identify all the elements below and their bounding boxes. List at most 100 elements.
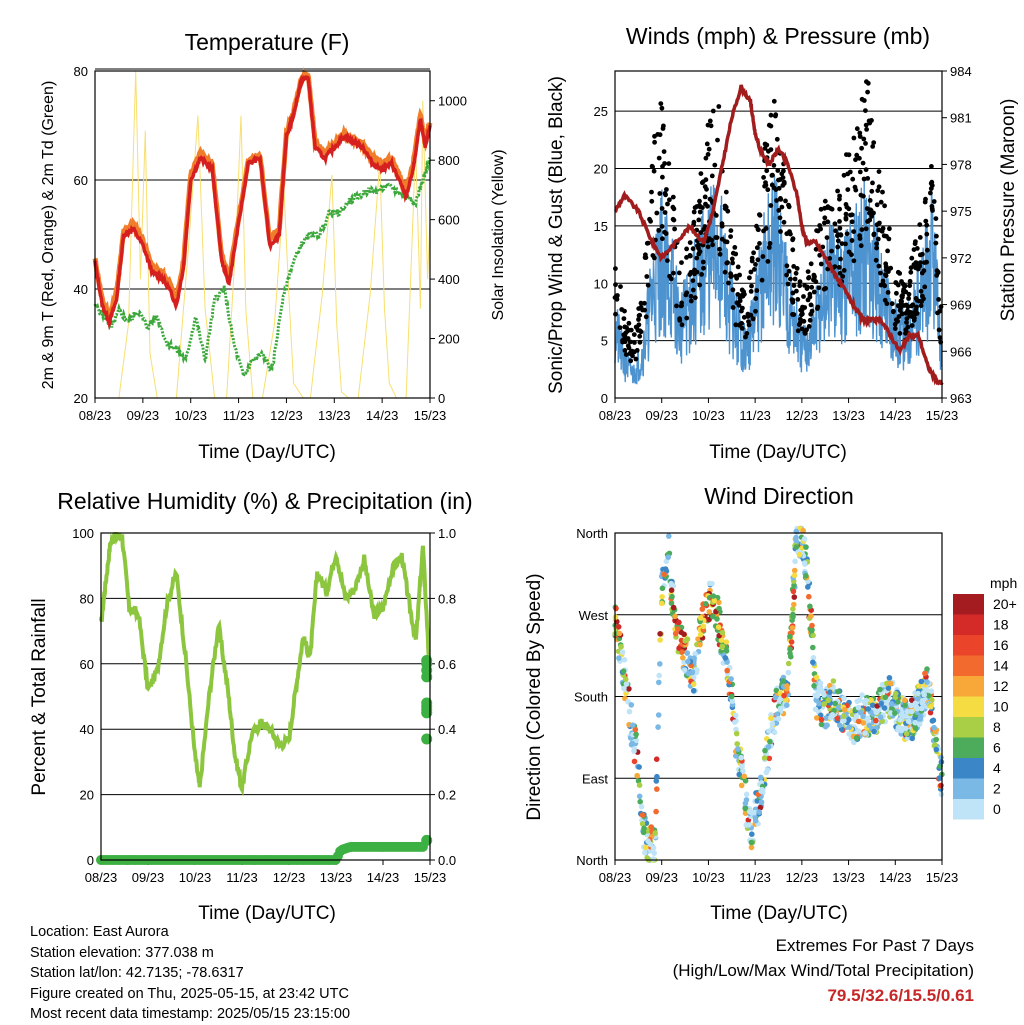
direction-point (933, 746, 940, 753)
direction-point (758, 774, 764, 781)
gust-point (714, 235, 720, 241)
gust-point (910, 310, 916, 316)
gust-point (737, 272, 742, 278)
direction-point (841, 707, 848, 713)
gust-point (701, 265, 706, 271)
legend-swatch (953, 614, 984, 635)
direction-point (827, 689, 833, 695)
gust-point (783, 198, 788, 204)
direction-ytick-label: East (582, 771, 608, 786)
direction-point (670, 604, 677, 611)
gust-point (839, 241, 845, 247)
winds-xtick-label: 09/23 (645, 408, 678, 423)
gust-point (704, 186, 709, 192)
winds-xtick-label: 11/23 (739, 408, 771, 423)
direction-point (801, 536, 808, 542)
gust-point (753, 262, 758, 267)
legend-swatch (953, 635, 984, 656)
direction-point (672, 613, 678, 620)
gust-point (766, 245, 772, 250)
gust-point (864, 126, 869, 132)
gust-point (757, 241, 762, 246)
direction-point (636, 793, 643, 800)
gust-point (715, 137, 720, 143)
direction-point (928, 688, 935, 694)
temperature-y2tick-label: 600 (438, 213, 460, 228)
gust-point (818, 261, 824, 267)
gust-point (824, 235, 830, 241)
gust-point (624, 325, 629, 330)
winds-y2tick-label: 972 (950, 251, 972, 266)
humidity-xtick-label: 12/23 (273, 870, 306, 885)
gust-point (804, 327, 809, 333)
gust-point (795, 328, 801, 334)
direction-point (710, 613, 716, 620)
direction-point (749, 831, 755, 837)
gust-point (917, 222, 923, 228)
direction-point (791, 582, 797, 588)
gust-point (801, 294, 806, 299)
gust-point (854, 126, 860, 132)
gust-point (886, 236, 892, 242)
direction-point (766, 755, 773, 762)
gust-point (896, 314, 902, 319)
gust-point (854, 152, 860, 158)
gust-point (857, 130, 863, 136)
direction-point (871, 728, 877, 735)
direction-point (681, 667, 688, 673)
direction-point (933, 736, 939, 743)
gust-point (846, 206, 852, 212)
direction-point (835, 688, 841, 695)
direction-point (619, 649, 626, 655)
direction-point (813, 674, 820, 681)
gust-point (626, 320, 632, 326)
gust-point (730, 260, 735, 266)
gust-point (895, 269, 901, 275)
gust-point (857, 169, 863, 175)
gust-point (749, 283, 754, 289)
gust-point (688, 298, 694, 304)
temperature-xtick-label: 09/23 (127, 408, 160, 423)
direction-ylabel-left: Direction (Colored By Speed) (524, 573, 545, 820)
direction-point (909, 697, 915, 703)
legend-label: 18 (993, 617, 1009, 633)
gust-point (697, 209, 703, 215)
gust-point (744, 331, 750, 336)
gust-point (844, 231, 850, 237)
gust-point (748, 289, 754, 294)
direction-point (928, 703, 934, 710)
gust-point (691, 219, 697, 225)
direction-point (895, 699, 901, 705)
gust-point (849, 219, 855, 225)
direction-point (835, 704, 842, 711)
gust-point (921, 296, 926, 302)
direction-point (695, 636, 701, 642)
direction-point (936, 775, 943, 781)
gust-point (736, 322, 742, 328)
gust-point (660, 174, 665, 180)
gust-point (728, 228, 734, 234)
legend-swatch (953, 696, 984, 717)
direction-point (724, 659, 730, 665)
humidity-y2tick-label: 0.0 (438, 853, 456, 868)
direction-point (938, 782, 944, 789)
direction-point (909, 708, 915, 715)
gust-point (829, 248, 834, 254)
direction-point (632, 726, 639, 733)
legend-label: 2 (993, 781, 1001, 797)
gust-point (827, 256, 833, 261)
gust-point (929, 203, 935, 209)
gust-point (876, 227, 882, 233)
direction-point (655, 724, 661, 730)
gust-point (794, 266, 800, 271)
gust-point (652, 133, 657, 139)
direction-point (672, 630, 679, 637)
direction-point (623, 681, 630, 687)
gust-point (858, 243, 864, 249)
direction-point (636, 764, 642, 770)
humidity-axes: 0 20 40 60 80 100 0.0 0.2 0.4 0.6 0.8 1.0 08/23 09/23… (72, 526, 456, 885)
gust-point (790, 312, 795, 317)
winds-xlabel: Time (Day/UTC) (709, 442, 847, 463)
gust-point (924, 222, 930, 228)
direction-point (656, 672, 662, 679)
